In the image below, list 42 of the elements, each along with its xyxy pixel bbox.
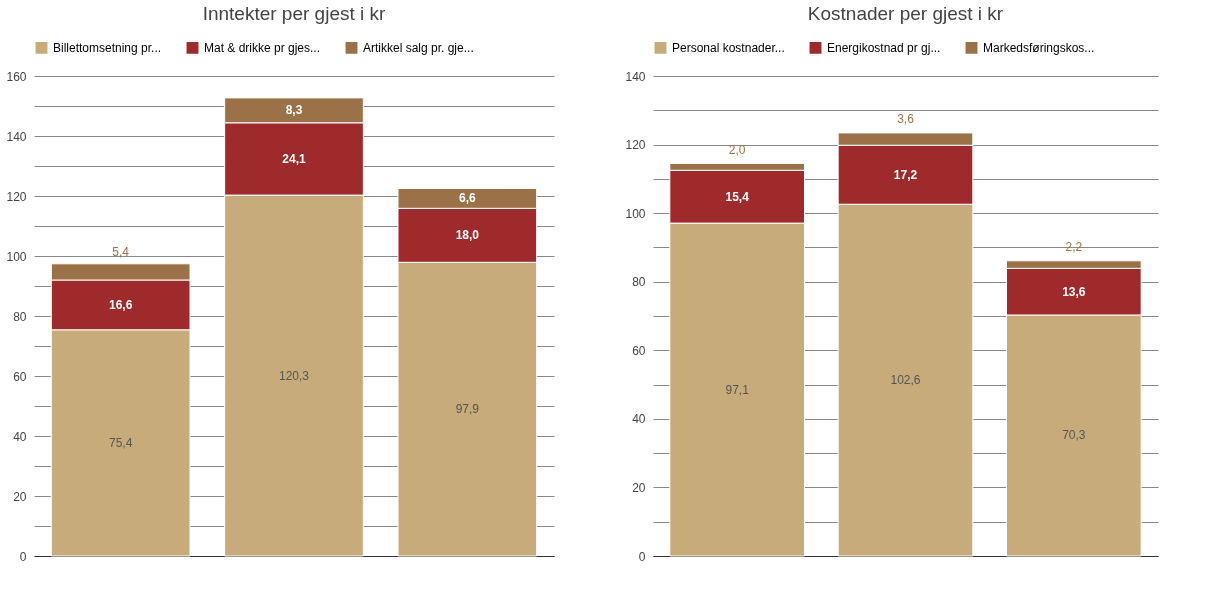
data-label: 75,4 bbox=[108, 435, 133, 450]
y-tick-label: 60 bbox=[632, 343, 646, 358]
legend-label: Artikkel salg pr. gje... bbox=[363, 40, 474, 55]
legend-label: Energikostnad pr gj... bbox=[827, 40, 941, 55]
data-label: 102,6 bbox=[890, 373, 921, 388]
data-label: 15,4 bbox=[725, 189, 750, 204]
y-tick-label: 80 bbox=[13, 309, 27, 324]
y-tick-label: 20 bbox=[632, 480, 646, 495]
y-tick-label: 0 bbox=[19, 549, 27, 564]
y-tick-label: 120 bbox=[625, 138, 646, 153]
y-tick-label: 40 bbox=[13, 429, 27, 444]
data-label: 2,0 bbox=[728, 142, 746, 157]
y-tick-label: 100 bbox=[625, 206, 646, 221]
y-tick-label: 100 bbox=[6, 249, 27, 264]
legend-label: Billettomsetning pr... bbox=[53, 40, 162, 55]
legend-label: Personal kostnader... bbox=[672, 40, 785, 55]
data-label: 8,3 bbox=[285, 103, 303, 118]
data-label: 13,6 bbox=[1062, 284, 1086, 299]
y-tick-label: 80 bbox=[632, 275, 646, 290]
data-label: 17,2 bbox=[893, 167, 918, 182]
data-label: 16,6 bbox=[108, 297, 133, 312]
chart-title: Kostnader per gjest i kr bbox=[807, 3, 1004, 24]
y-tick-label: 160 bbox=[6, 69, 27, 84]
data-label: 5,4 bbox=[112, 244, 130, 259]
y-tick-label: 20 bbox=[13, 489, 27, 504]
y-tick-label: 120 bbox=[6, 189, 27, 204]
data-label: 24,1 bbox=[282, 151, 306, 166]
legend-label: Mat & drikke pr gjes... bbox=[204, 40, 321, 55]
legend-label: Markedsføringskos... bbox=[983, 40, 1095, 55]
y-tick-label: 40 bbox=[632, 412, 646, 427]
data-label: 3,6 bbox=[897, 112, 915, 127]
data-label: 70,3 bbox=[1062, 428, 1086, 443]
y-tick-label: 60 bbox=[13, 369, 27, 384]
data-label: 97,9 bbox=[455, 402, 480, 417]
y-tick-label: 140 bbox=[625, 69, 646, 84]
data-label: 6,6 bbox=[458, 191, 476, 206]
data-label: 18,0 bbox=[455, 228, 480, 243]
data-label: 97,1 bbox=[725, 382, 750, 397]
chart-title: Inntekter per gjest i kr bbox=[202, 3, 387, 24]
data-label: 120,3 bbox=[278, 368, 310, 383]
y-tick-label: 0 bbox=[638, 549, 646, 564]
y-tick-label: 140 bbox=[6, 129, 27, 144]
